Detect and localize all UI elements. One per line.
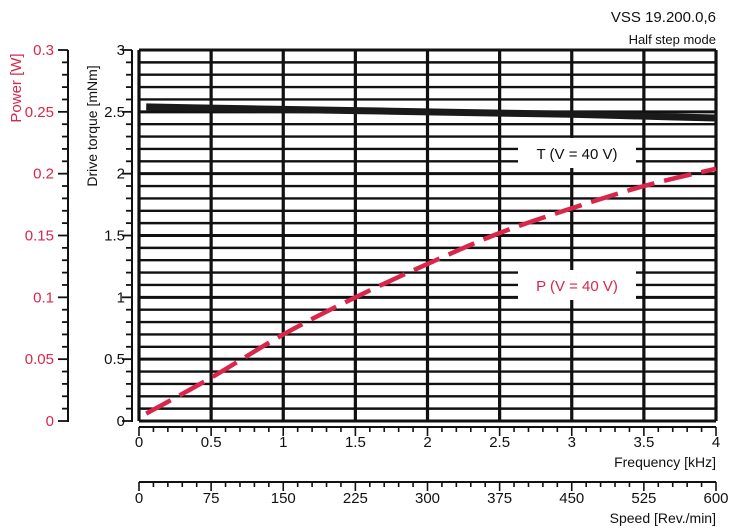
power-tick-label: 0.25 [25,104,54,121]
torque-tick-label: 1.5 [104,228,125,245]
torque-tick-label: 3 [117,42,125,59]
speed-tick-label: 225 [343,490,368,507]
torque-axis: 0 0.5 1 1.5 2 2.5 3 [104,42,133,430]
frequency-tick-label: 3.5 [633,434,654,451]
torque-axis-title: Drive torque [mNm] [84,65,100,186]
power-axis: 0 0.05 0.1 0.15 0.2 0.25 0.3 [25,42,69,430]
frequency-tick-label: 3 [568,434,576,451]
power-tick-label: 0.2 [33,166,54,183]
frequency-tick-label: 1.5 [345,434,366,451]
torque-tick-label: 0.5 [104,351,125,368]
speed-tick-label: 525 [631,490,656,507]
torque-tick-label: 2.5 [104,104,125,121]
torque-series-label: T (V = 40 V) [536,146,617,163]
frequency-tick-label: 1 [279,434,287,451]
power-tick-label: 0.1 [33,289,54,306]
power-tick-label: 0 [46,413,54,430]
speed-tick-label: 75 [203,490,220,507]
speed-tick-label: 150 [271,490,296,507]
power-axis-title: Power [W] [8,53,25,122]
speed-axis-title: Speed [Rev./min] [610,510,716,526]
frequency-tick-label: 0.5 [201,434,222,451]
speed-tick-label: 600 [703,490,728,507]
torque-tick-label: 2 [117,166,125,183]
speed-tick-label: 0 [135,490,143,507]
chart-subtitle: Half step mode [629,32,716,47]
torque-tick-label: 1 [117,289,125,306]
power-tick-label: 0.15 [25,228,54,245]
frequency-axis-title: Frequency [kHz] [614,454,716,470]
frequency-tick-label: 0 [135,434,143,451]
power-series-label-box: P (V = 40 V) [518,270,636,300]
frequency-tick-label: 2.5 [489,434,510,451]
series-layer [145,103,717,416]
torque-series-line [146,103,717,122]
speed-tick-label: 450 [559,490,584,507]
torque-series-label-box: T (V = 40 V) [518,138,636,168]
torque-tick-label: 0 [117,413,125,430]
speed-tick-label: 375 [487,490,512,507]
frequency-axis: 0 0.5 1 1.5 2 2.5 3 3.5 4 [135,426,720,451]
chart-title: VSS 19.200.0,6 [611,9,716,26]
power-tick-label: 0.05 [25,351,54,368]
frequency-tick-label: 2 [423,434,431,451]
speed-axis: 0 75 150 225 300 375 450 525 600 [135,481,729,507]
power-tick-label: 0.3 [33,42,54,59]
power-series-label: P (V = 40 V) [536,278,618,295]
speed-tick-label: 300 [415,490,440,507]
frequency-tick-label: 4 [712,434,720,451]
power-series-line [145,166,717,416]
